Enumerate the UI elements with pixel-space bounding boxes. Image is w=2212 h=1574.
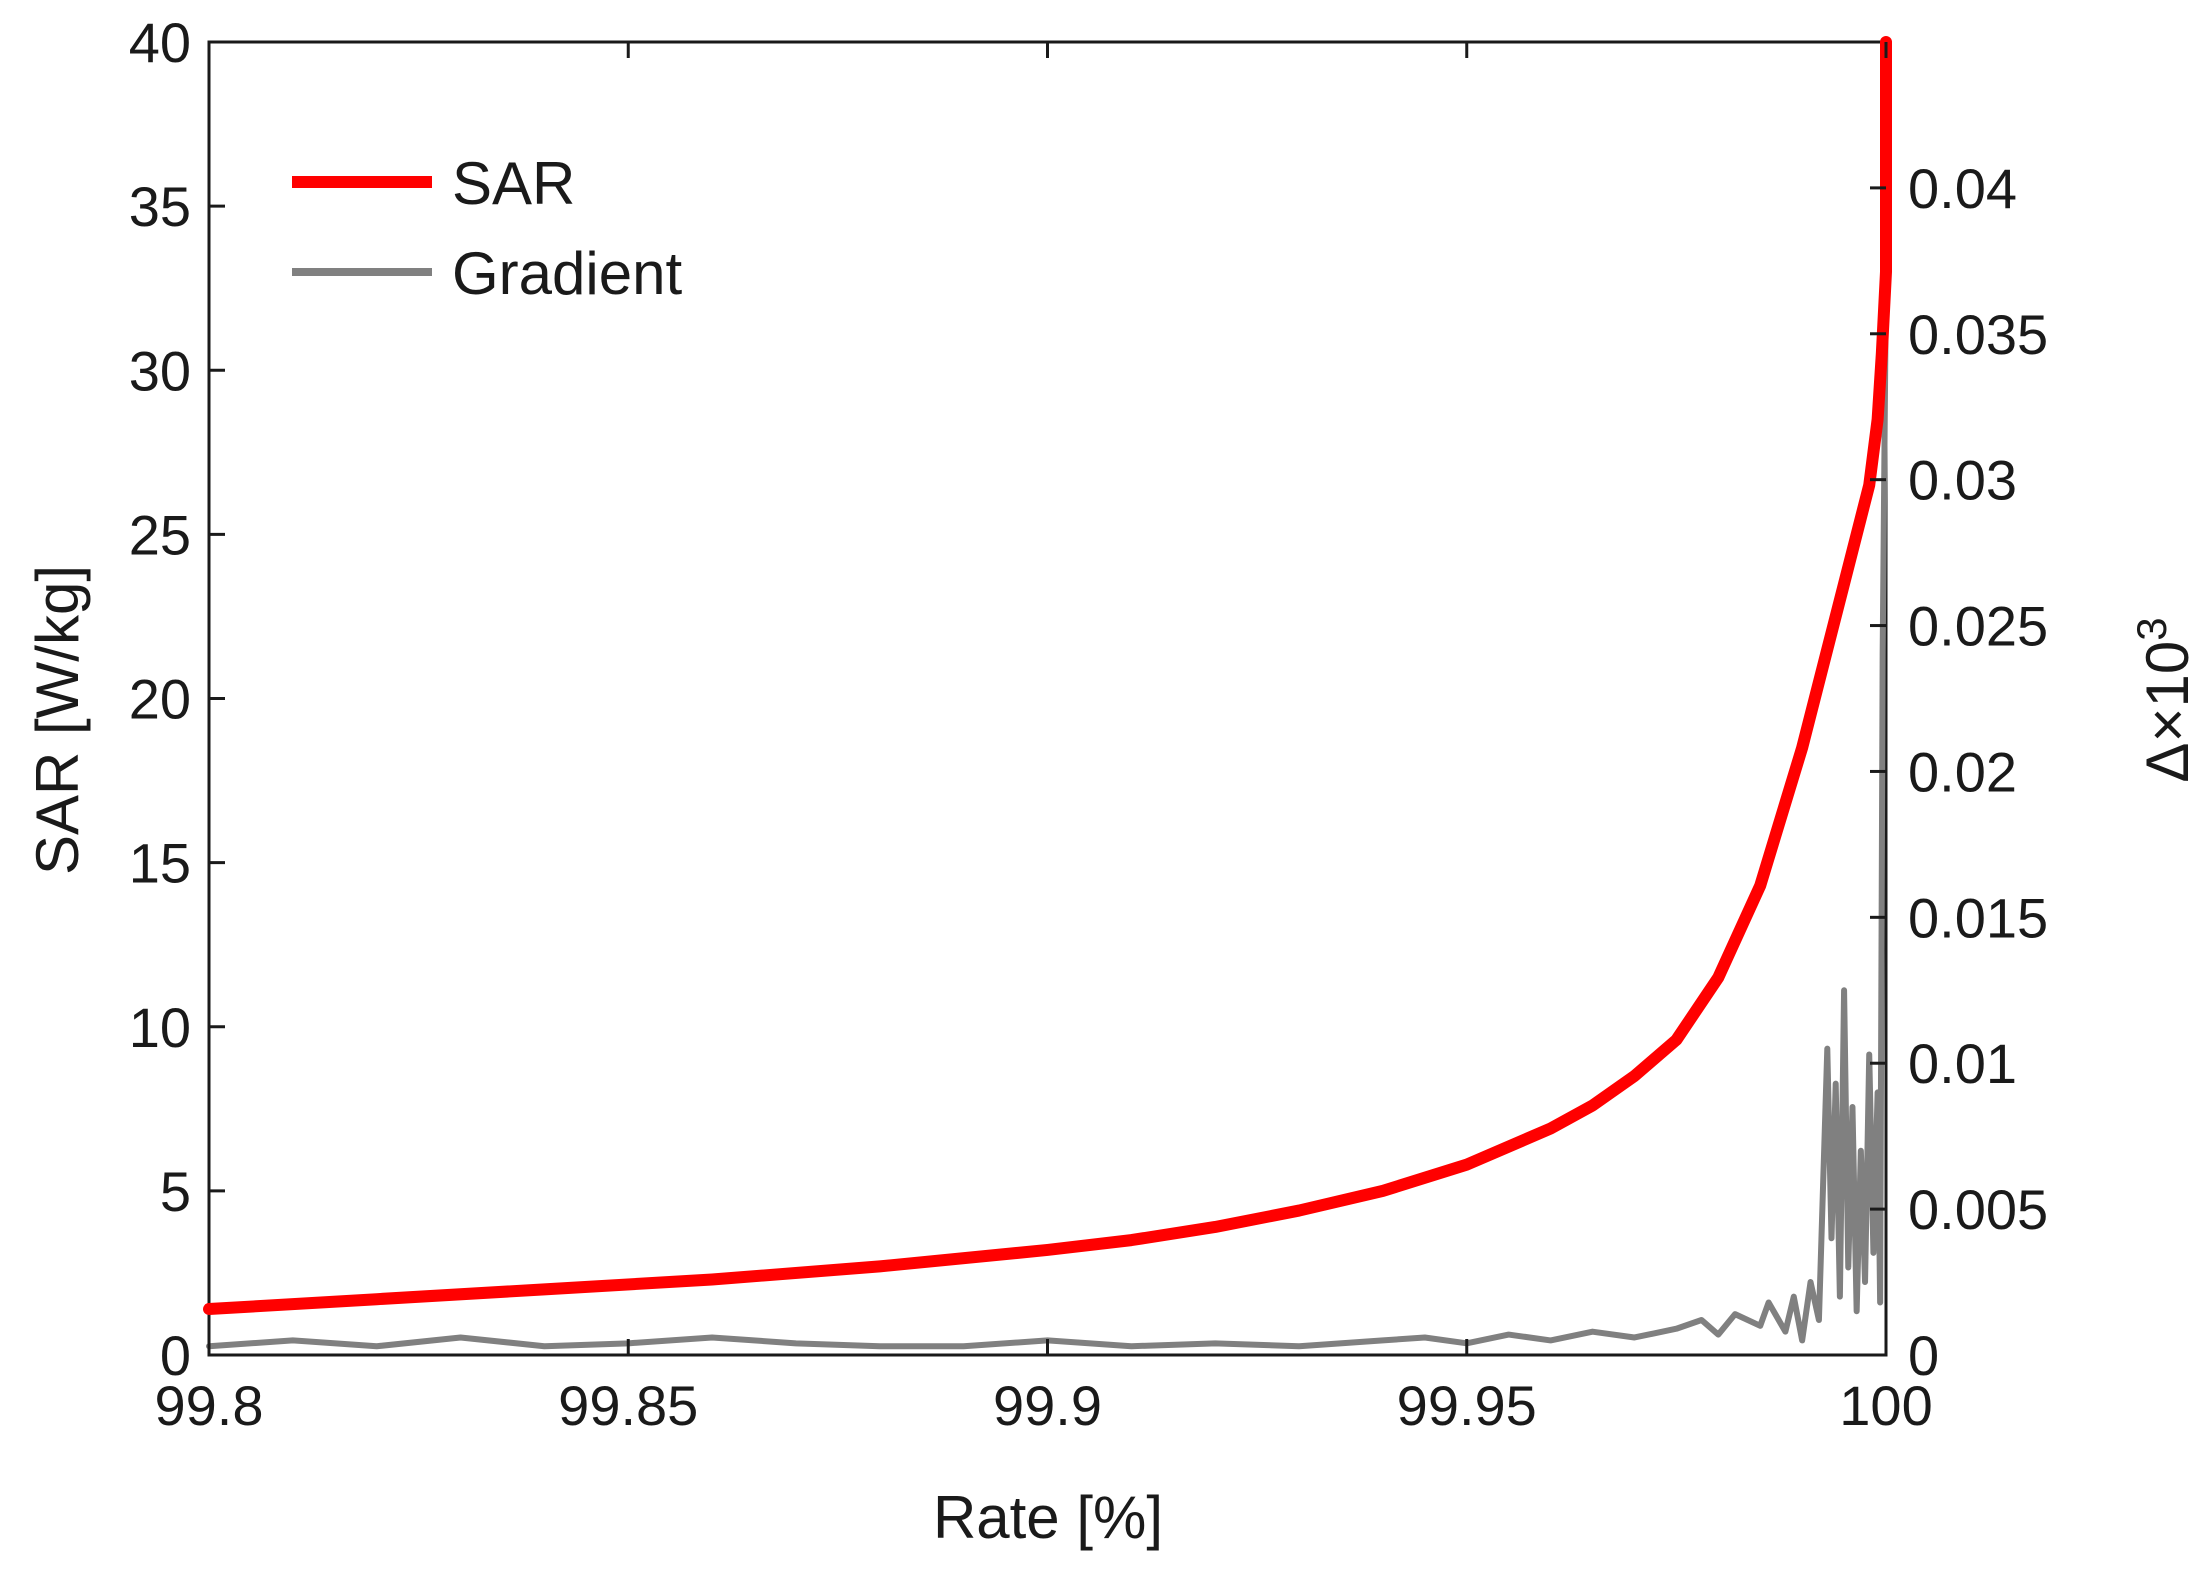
legend-sar-label: SAR — [452, 150, 575, 217]
y2-axis-title: Δ×103 — [2128, 617, 2201, 782]
legend: SAR Gradient — [292, 150, 682, 307]
y2-tick-label: 0.03 — [1908, 449, 2017, 512]
x-tick-label: 100 — [1839, 1374, 1932, 1437]
y-tick-label: 30 — [129, 339, 191, 402]
y-axis-title: SAR [W/kg] — [24, 565, 91, 875]
x-tick-label: 99.9 — [993, 1374, 1102, 1437]
y-tick-label: 40 — [129, 11, 191, 74]
y-tick-label: 25 — [129, 503, 191, 566]
y2-tick-label: 0 — [1908, 1324, 1939, 1387]
y-tick-label: 0 — [160, 1324, 191, 1387]
plot-frame — [207, 40, 1888, 1357]
legend-gradient-label: Gradient — [452, 240, 682, 307]
y-tick-label: 5 — [160, 1160, 191, 1223]
y2-tick-label: 0.015 — [1908, 886, 2048, 949]
axes-layer: 99.8 99.85 99.9 99.95 100051015202530354000.… — [129, 11, 2048, 1437]
x-tick-label: 99.8 — [155, 1374, 264, 1437]
y2-tick-label: 0.005 — [1908, 1178, 2048, 1241]
plot-area-border — [207, 40, 1888, 1357]
series-line-sar — [203, 36, 1892, 1316]
x-tick-label: 99.95 — [1397, 1374, 1537, 1437]
x-axis-title: Rate [%] — [933, 1484, 1163, 1551]
y2-tick-label: 0.025 — [1908, 595, 2048, 658]
series-line-gradient — [206, 272, 1889, 1350]
y2-tick-label: 0.035 — [1908, 303, 2048, 366]
y2-tick-label: 0.01 — [1908, 1032, 2017, 1095]
y2-axis-title-superscript: 3 — [2128, 617, 2175, 640]
y-tick-label: 35 — [129, 175, 191, 238]
y2-tick-label: 0.02 — [1908, 740, 2017, 803]
y2-axis-title-main: Δ×10 — [2134, 641, 2201, 783]
series-layer — [203, 36, 1892, 1350]
y-tick-label: 15 — [129, 832, 191, 895]
y-tick-label: 20 — [129, 668, 191, 731]
x-tick-label: 99.85 — [558, 1374, 698, 1437]
y2-tick-label: 0.04 — [1908, 157, 2017, 220]
y-tick-label: 10 — [129, 996, 191, 1059]
